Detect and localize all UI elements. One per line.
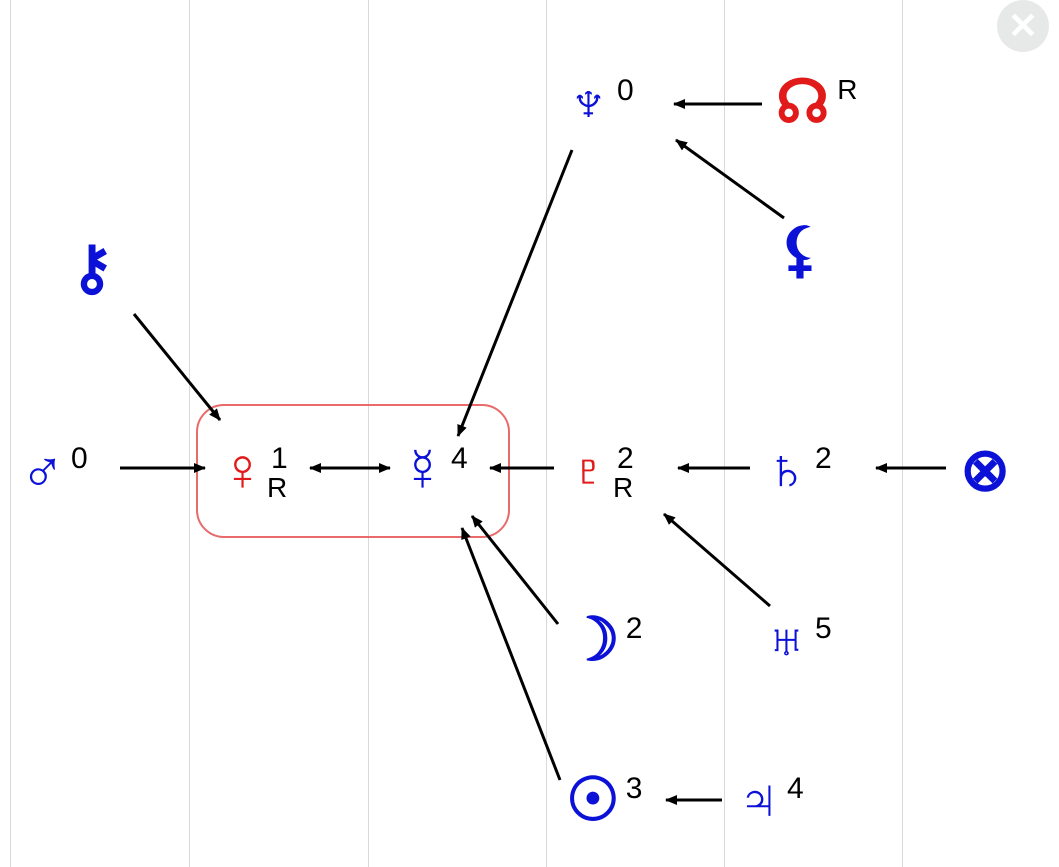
node-mercury: ☿4 bbox=[400, 440, 468, 500]
gridline bbox=[902, 0, 903, 867]
node-fortuna: ⊗ bbox=[960, 440, 1010, 500]
close-glyph: ✕ bbox=[1008, 5, 1038, 47]
pluto-retrograde: R bbox=[613, 474, 634, 502]
saturn-degree: 2 bbox=[815, 444, 832, 474]
neptune-degree: 0 bbox=[617, 76, 634, 106]
node-pluto: ♇2R bbox=[566, 440, 634, 502]
node-saturn: ♄2 bbox=[764, 440, 832, 500]
node-uranus: ♅5 bbox=[764, 610, 832, 670]
mercury-degree: 4 bbox=[451, 444, 468, 474]
venus-retrograde: R bbox=[267, 474, 288, 502]
node-mars: ♂0 bbox=[20, 440, 88, 500]
jupiter-glyph-icon: ♃ bbox=[736, 770, 781, 830]
lilith-glyph-icon: ⚸ bbox=[778, 220, 822, 280]
node-northnode: ☊R bbox=[776, 72, 858, 132]
uranus-degree: 5 bbox=[815, 614, 832, 644]
sun-degree: 3 bbox=[626, 774, 643, 804]
mercury-glyph-icon: ☿ bbox=[400, 440, 445, 500]
arrow-lilith_to_neptune bbox=[676, 140, 784, 218]
saturn-glyph-icon: ♄ bbox=[764, 440, 809, 500]
pluto-degree: 2 bbox=[617, 444, 634, 474]
node-venus: ♀1R bbox=[220, 440, 288, 502]
chiron-glyph-icon: ⚷ bbox=[70, 238, 114, 298]
close-icon[interactable]: ✕ bbox=[997, 0, 1049, 52]
northnode-glyph-icon: ☊ bbox=[776, 72, 829, 132]
gridline bbox=[546, 0, 547, 867]
northnode-retrograde: R bbox=[837, 76, 857, 104]
venus-degree: 1 bbox=[271, 444, 288, 474]
node-neptune: ♆0 bbox=[566, 72, 634, 132]
fortuna-glyph-icon: ⊗ bbox=[960, 440, 1010, 500]
gridline bbox=[10, 0, 11, 867]
venus-glyph-icon: ♀ bbox=[220, 440, 265, 500]
arrow-chiron_out bbox=[134, 314, 220, 420]
node-lilith: ⚸ bbox=[778, 220, 822, 280]
node-jupiter: ♃4 bbox=[736, 770, 804, 830]
mars-glyph-icon: ♂ bbox=[20, 440, 65, 500]
node-sun: ☉3 bbox=[566, 770, 642, 830]
arrow-neptune_mercury bbox=[458, 150, 572, 436]
gridline bbox=[189, 0, 190, 867]
sun-glyph-icon: ☉ bbox=[566, 770, 620, 830]
jupiter-degree: 4 bbox=[787, 774, 804, 804]
moon-degree: 2 bbox=[626, 614, 643, 644]
uranus-glyph-icon: ♅ bbox=[764, 610, 809, 670]
pluto-glyph-icon: ♇ bbox=[566, 440, 611, 500]
node-moon: ☽2 bbox=[566, 610, 642, 670]
moon-glyph-icon: ☽ bbox=[566, 610, 620, 670]
arrows-layer bbox=[0, 0, 1059, 867]
gridline bbox=[724, 0, 725, 867]
neptune-glyph-icon: ♆ bbox=[566, 72, 611, 132]
arrow-uranus_to_pluto bbox=[664, 514, 770, 606]
node-chiron: ⚷ bbox=[70, 238, 114, 298]
mars-degree: 0 bbox=[71, 444, 88, 474]
